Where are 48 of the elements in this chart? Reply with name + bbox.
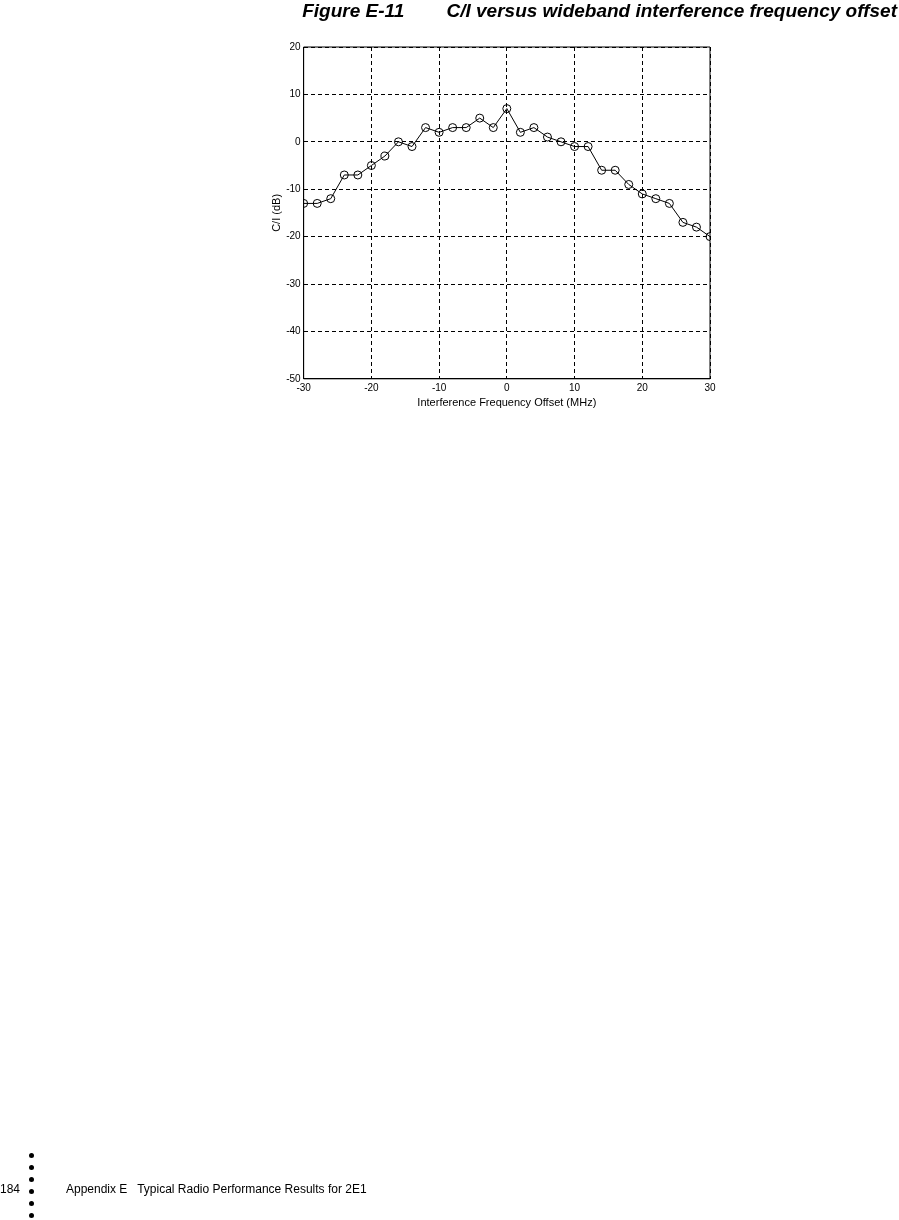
text: 184 [0,1182,21,1196]
y-tick-label: -50 [286,372,302,384]
y-tick-label: -40 [286,325,302,337]
point [448,123,458,133]
point [407,142,417,152]
point [610,165,620,175]
point [651,194,661,204]
text: Appendix E Typical Radio Performance Results for 2E1 [66,1182,367,1196]
point [326,194,336,204]
y-tick-label: 0 [295,135,302,147]
y-tick-label: 10 [289,88,302,100]
point [556,137,566,147]
point [434,127,444,137]
point [380,151,390,161]
point [515,127,525,137]
x-tick-label: 10 [568,381,581,393]
point [366,161,376,170]
point [597,165,607,175]
y-axis-title: C/I (dB) [269,193,282,232]
point [339,170,349,180]
y-tick-label: -20 [286,230,302,242]
x-axis-title: Interference Frequency Offset (MHz) [417,396,597,409]
point [542,132,552,142]
chart-title: Figure E-11 C/I versus wideband interference frequency offset [302,0,897,22]
x-tick-label: -10 [431,381,447,393]
point [678,217,688,227]
point [624,179,634,189]
point [353,170,363,180]
y-tick-label: 20 [289,40,302,52]
point [393,137,403,147]
x-tick-label: -20 [364,381,380,393]
x-tick-label: 20 [636,381,649,393]
point [664,198,674,208]
point [583,142,593,152]
point [691,222,701,232]
point [637,189,647,199]
y-tick-label: -10 [286,182,302,194]
x-tick-label: 0 [504,381,511,393]
point [570,142,580,152]
point [488,123,498,133]
point [421,123,431,133]
y-tick-label: -30 [286,277,302,289]
point [502,104,512,114]
point [312,198,322,208]
point [461,123,471,133]
point [475,113,485,123]
point [529,123,539,133]
x-tick-label: 30 [704,381,716,393]
